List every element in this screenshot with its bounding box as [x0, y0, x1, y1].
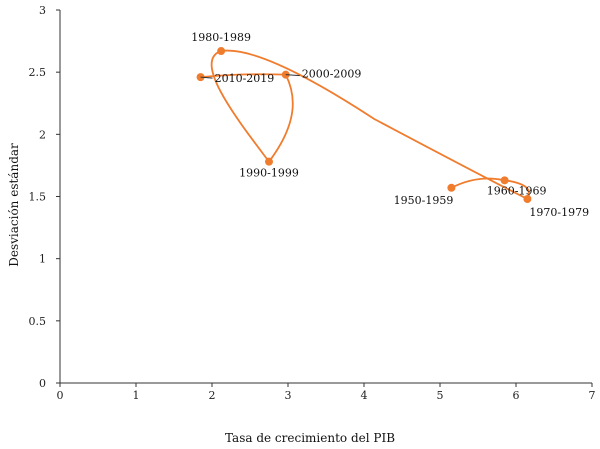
- y-axis: 0 0.5 1 1.5 2 2.5 3: [29, 4, 61, 390]
- x-axis-title: Tasa de crecimiento del PIB: [225, 431, 395, 445]
- point-label: 1950-1959: [394, 194, 454, 207]
- x-tick-label: 6: [513, 389, 520, 402]
- y-tick-label: 3: [39, 4, 46, 17]
- y-ticks: 0 0.5 1 1.5 2 2.5 3: [29, 4, 60, 390]
- point-label: 1990-1999: [239, 167, 299, 180]
- series-line: [199, 49, 530, 201]
- x-ticks: 0 1 2 3 4 5 6 7: [57, 383, 596, 402]
- series-layer: [196, 47, 532, 203]
- x-axis: 0 1 2 3 4 5 6 7: [57, 382, 596, 402]
- y-tick-label: 2.5: [29, 66, 47, 79]
- x-tick-label: 0: [57, 389, 64, 402]
- y-tick-label: 1.5: [29, 191, 47, 204]
- x-tick-label: 2: [209, 389, 216, 402]
- point-labels: 1950-1959 1960-1969 1970-1979 1980-1989 1990…: [191, 31, 589, 219]
- x-tick-label: 3: [285, 389, 292, 402]
- point-label: 1970-1979: [529, 206, 589, 219]
- point-label: 2000-2009: [302, 68, 362, 81]
- point-label: 2010-2019: [215, 72, 275, 85]
- data-point: [447, 183, 456, 192]
- x-tick-label: 4: [361, 389, 368, 402]
- data-point: [500, 176, 509, 185]
- x-tick-label: 5: [437, 389, 444, 402]
- label-leader: [285, 74, 300, 77]
- data-point: [523, 194, 532, 203]
- y-tick-label: 1: [39, 253, 46, 266]
- label-leader: [200, 76, 213, 79]
- y-tick-label: 0.5: [29, 315, 47, 328]
- data-point: [217, 47, 226, 56]
- y-tick-label: 0: [39, 377, 46, 390]
- x-tick-label: 7: [589, 389, 596, 402]
- y-axis-title: Desviación estándar: [7, 143, 21, 267]
- y-tick-label: 2: [39, 128, 46, 141]
- point-label: 1960-1969: [487, 184, 547, 197]
- x-tick-label: 1: [133, 389, 140, 402]
- data-point: [265, 157, 273, 166]
- point-label: 1980-1989: [191, 31, 251, 44]
